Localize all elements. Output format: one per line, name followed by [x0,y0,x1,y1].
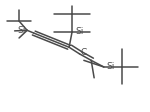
Text: C: C [81,48,87,57]
Text: Si: Si [17,26,26,35]
Text: Si: Si [107,62,115,71]
Text: Si: Si [75,27,83,37]
